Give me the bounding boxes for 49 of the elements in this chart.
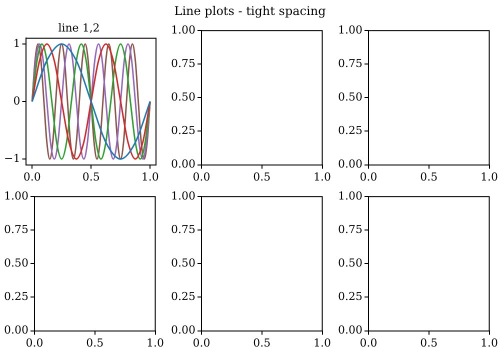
y-tick-label: 0.25 [338,290,362,304]
x-tick-label: 0.5 [253,170,271,184]
x-tick-label: 0.5 [420,170,438,184]
chart-title: line 1,2 [58,21,100,34]
y-tick-label: 1.00 [338,23,362,36]
x-tick-label: 0.5 [86,336,104,350]
x-tick-label: 1.0 [480,170,498,184]
line-series [31,43,151,160]
x-tick-label: 0.5 [253,336,271,350]
y-tick-label: 0.25 [338,124,362,138]
y-tick-label: 0.50 [4,256,28,270]
y-tick-label: 0.00 [338,324,362,337]
y-tick-label: 1.00 [170,189,196,202]
y-tick-label: 1 [13,36,20,50]
y-tick-label: 0.75 [170,57,196,70]
x-tick-label: 1.0 [314,336,332,350]
x-tick-label: 0.0 [26,336,44,350]
y-tick-label: 0.50 [338,256,362,270]
y-tick-label: 0 [13,94,20,108]
y-tick-label: 0.50 [170,256,196,270]
y-tick-label: 0.00 [170,324,196,337]
y-tick-label: 0.75 [338,57,362,70]
y-tick-label: 0.00 [4,324,28,337]
x-tick-label: 0.0 [360,336,378,350]
x-tick-label: 1.0 [146,336,164,350]
y-tick-label: 0.75 [170,223,196,236]
x-tick-label: 0.5 [420,336,438,350]
y-tick-label: 0.50 [338,90,362,104]
y-tick-label: 0.50 [170,90,196,104]
x-tick-label: 0.0 [192,170,210,184]
x-tick-label: 1.0 [480,336,498,350]
x-tick-label: 1.0 [141,170,159,184]
y-tick-label: 0.25 [170,290,196,304]
text: Line plots - tight spacing [173,3,327,20]
y-tick-label: 0.75 [338,223,362,236]
y-tick-label: 0.25 [4,290,28,304]
x-tick-label: 0.0 [192,336,210,350]
y-tick-label: −1 [4,152,20,165]
y-tick-label: 0.75 [4,223,28,236]
y-tick-label: 1.00 [338,189,362,202]
y-tick-label: 0.00 [338,158,362,171]
x-tick-label: 1.0 [314,170,332,184]
y-tick-label: 0.00 [170,158,196,171]
x-tick-label: 0.0 [23,170,41,184]
y-tick-label: 0.25 [170,124,196,138]
y-tick-label: 1.00 [4,189,28,202]
x-tick-label: 0.5 [82,170,100,184]
x-tick-label: 0.0 [360,170,378,184]
y-tick-label: 1.00 [170,23,196,36]
